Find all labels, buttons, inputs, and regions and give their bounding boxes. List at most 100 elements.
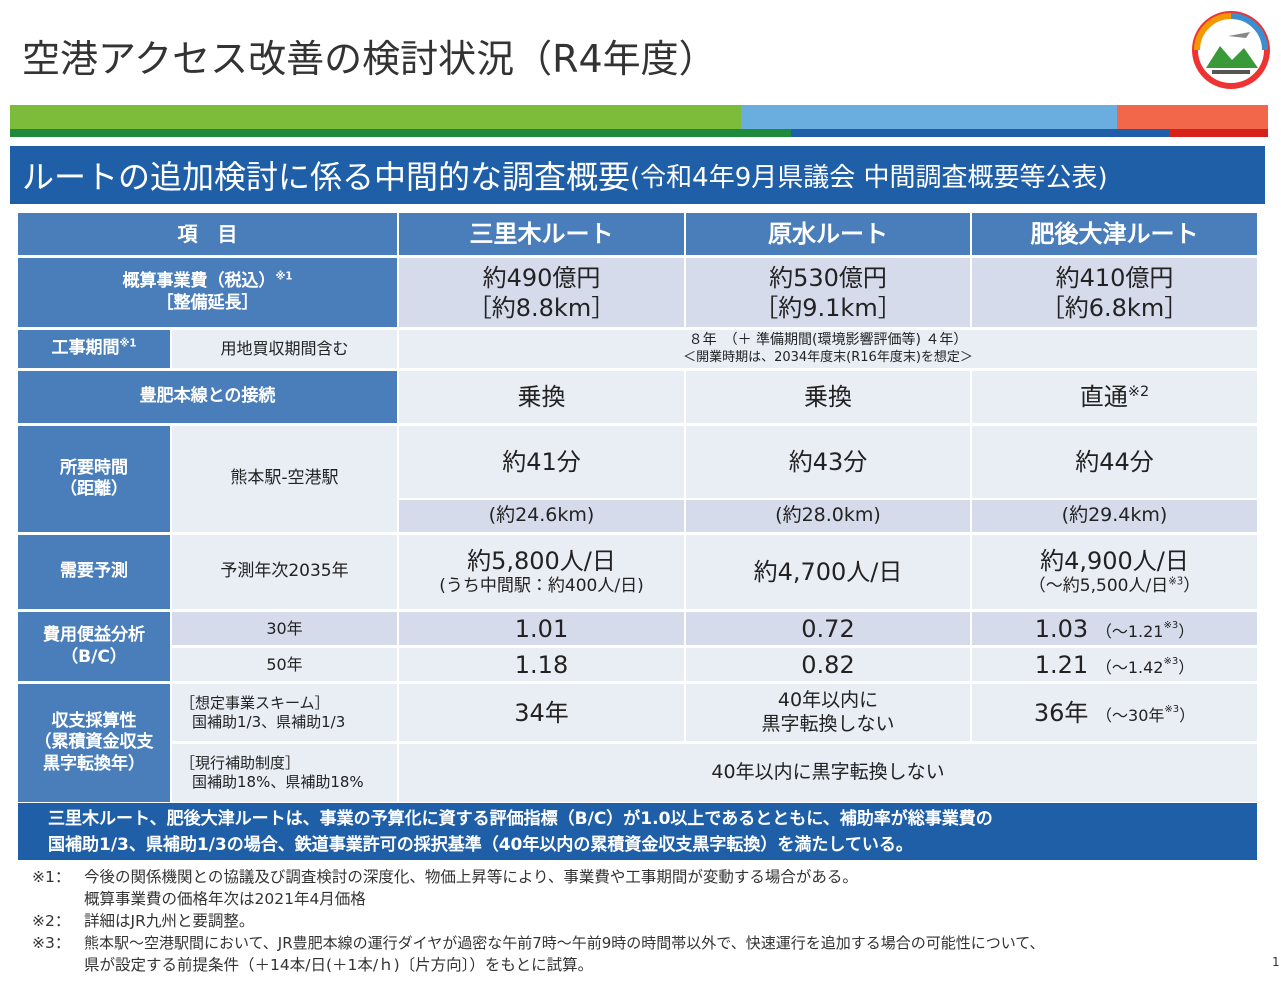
text: ８年 （＋ 準備期間(環境影響評価等) ４年） [688,332,968,349]
text: 約5,800人/日 [467,547,616,576]
text: 用地買収期間含む [220,339,349,358]
cell: 1.18 [399,648,684,681]
cell: 乗換 [686,371,970,423]
column-header: 肥後大津ルート [972,213,1257,255]
text: 県が設定する前提条件（＋14本/日(＋1本/ｈ)〔片方向〕）をもとに試算。 [84,956,594,974]
text: 40年以内に黒字転換しない [711,761,945,784]
sub-label: 50年 [172,648,397,681]
text: 約530億円 [769,263,887,292]
text: 三里木ルート、肥後大津ルートは、事業の予算化に資する評価指標（B/C）が1.0以… [48,809,993,829]
text: ） [1179,705,1196,725]
label: （累積資金収支 [34,732,154,753]
text: 国補助1/3、県補助1/3 [192,712,346,731]
text: (約29.4km) [1061,504,1168,527]
row-label: 豊肥本線との接続 [18,371,397,423]
text: 約44分 [1075,448,1154,476]
mark: ※1： [32,868,71,886]
sub-label: ［想定事業スキーム］ 国補助1/3、県補助1/3 [172,684,397,741]
text: 概算事業費の価格年次は2021年4月価格 [84,890,366,908]
bar-blue [741,105,1117,129]
note: ※3 [1163,619,1179,631]
text: 1.03 [1034,614,1089,643]
note: ※1 [275,271,293,283]
cell: 約4,900人/日 （～約5,500人/日※3） [972,535,1257,609]
text: 今後の関係機関との協議及び調査検討の深度化、物価上昇等により、事業費や工事期間が… [84,868,858,886]
footnote: ※3： 熊本駅～空港駅間において、JR豊肥本線の運行ダイヤが過密な午前7時～午前9… [32,932,1267,976]
note: ※1 [119,338,137,350]
row-label: 所要時間 （距離） [18,426,170,532]
text: 肥後大津ルート [1030,220,1199,248]
text: 概算事業費（税込）※1 [123,271,293,292]
cell: 0.82 [686,648,970,681]
text: 項 目 [177,221,238,246]
cell: 乗換 [399,371,684,423]
text: 1.01 [514,614,569,643]
logo [1192,11,1270,89]
cell: 1.01 [399,612,684,645]
bar-dark-green [10,129,791,137]
footnote: ※1： 今後の関係機関との協議及び調査検討の深度化、物価上昇等により、事業費や工事… [32,866,1267,910]
row-label: 費用便益分析 （B/C） [18,612,170,681]
text: 直通 [1079,383,1128,411]
cell: 約530億円 ［約9.1km］ [686,258,970,327]
row-label: 需要予測 [18,535,170,609]
text: 0.82 [801,650,855,679]
text: ＜開業時期は、2034年度末(R16年度末)を想定＞ [683,349,973,365]
cell: 34年 [399,684,684,741]
bar-red [1169,129,1268,137]
text: （～1.42 [1095,657,1164,677]
sub-label: 用地買収期間含む [172,330,397,368]
cell: ８年 （＋ 準備期間(環境影響評価等) ４年） ＜開業時期は、2034年度末(R1… [399,330,1257,368]
text: 詳細はJR九州と要調整。 [84,912,255,930]
sub-label: ［現行補助制度］ 国補助18%、県補助18% [172,744,397,802]
text: 約41分 [502,448,581,476]
text: （～約5,500人/日 [1028,576,1169,597]
cell: 40年以内に黒字転換しない [399,744,1257,802]
text: ） [1183,576,1201,597]
mark: ※2： [32,912,71,930]
text: ［約8.8km］ [467,293,616,322]
column-header: 項 目 [18,213,397,255]
text: 原水ルート [768,220,888,248]
section-title: ルートの追加検討に係る中間的な調査概要 [22,158,631,196]
page-number: 1 [1272,955,1280,969]
cell: 1.03 （～1.21※3） [972,612,1257,645]
text: 黒字転換しない [761,712,895,735]
label: 工事期間 [51,338,120,359]
note: ※2 [1127,384,1150,400]
text: 36年 [1033,698,1089,727]
cell: 約43分 [686,426,970,498]
label: （距離） [60,479,128,499]
text: 約410億円 [1055,263,1174,292]
text: ） [1178,621,1195,641]
text: ［現行補助制度］ [180,754,301,773]
bar-green [10,105,741,129]
text: 約490億円 [482,263,601,292]
section-subtitle: (令和4年9月県議会 中間調査概要等公表) [630,162,1108,193]
cell: 約5,800人/日 (うち中間駅：約400人/日) [399,535,684,609]
label: （B/C） [61,646,127,667]
cell: 約4,700人/日 [686,535,970,609]
label: 収支採算性 [51,711,137,732]
cell: (約24.6km) [399,500,684,532]
note: ※3 [1164,703,1180,715]
text: 約4,900人/日 [1040,547,1189,576]
text: ［約9.1km］ [754,293,902,322]
text: （～1.21 [1095,621,1164,641]
text: (うち中間駅：約400人/日) [439,576,644,597]
label: 所要時間 [60,457,128,478]
label: 概算事業費（税込） [122,271,276,292]
text: ［約6.8km］ [1040,293,1189,322]
row-label: 工事期間※1 [18,330,170,368]
summary: 三里木ルート、肥後大津ルートは、事業の予算化に資する評価指標（B/C）が1.0以… [18,803,1257,860]
text: 国補助1/3、県補助1/3の場合、鉄道事業許可の採択基準（40年以内の累積資金収… [48,835,913,855]
row-label: 収支採算性 （累積資金収支 黒字転換年） [18,684,170,802]
cell: 約44分 [972,426,1257,498]
text: ［想定事業スキーム］ [180,693,330,712]
cell: 直通※2 [972,371,1257,423]
label: ［整備延長］ [156,292,259,313]
cell: 0.72 [686,612,970,645]
note: ※3 [1163,655,1179,667]
text: 34年 [514,698,569,727]
cell: 36年 （～30年※3） [972,684,1257,741]
